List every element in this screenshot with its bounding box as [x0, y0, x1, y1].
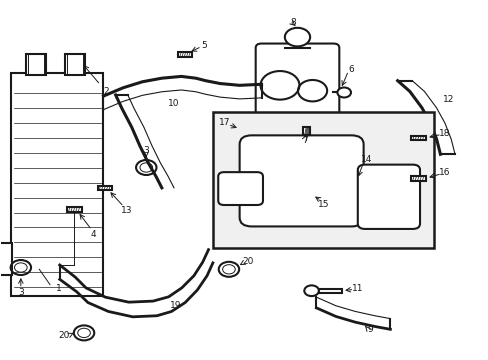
Bar: [64, 54, 85, 75]
FancyBboxPatch shape: [218, 172, 263, 205]
Text: 2: 2: [84, 66, 108, 96]
FancyBboxPatch shape: [357, 165, 419, 229]
Text: 15: 15: [317, 200, 328, 209]
Text: 8: 8: [290, 18, 295, 27]
Bar: [98, 185, 112, 190]
Bar: [212, 112, 433, 248]
Text: 4: 4: [91, 230, 97, 239]
Text: 12: 12: [442, 95, 453, 104]
Text: 14: 14: [361, 155, 372, 164]
Text: 9: 9: [366, 325, 372, 334]
Bar: [410, 135, 425, 140]
Text: 1: 1: [56, 284, 61, 293]
Bar: [410, 176, 425, 180]
Text: 18: 18: [438, 129, 449, 138]
Bar: [178, 52, 192, 57]
Bar: [26, 54, 46, 75]
Text: 19: 19: [169, 301, 181, 310]
Text: 11: 11: [351, 284, 362, 293]
FancyBboxPatch shape: [239, 135, 363, 226]
Bar: [318, 289, 342, 293]
Text: 5: 5: [202, 41, 207, 50]
Bar: [11, 73, 103, 296]
Text: 10: 10: [168, 99, 180, 108]
FancyBboxPatch shape: [255, 44, 339, 129]
Circle shape: [285, 28, 309, 46]
Text: 3: 3: [18, 288, 23, 297]
Text: 16: 16: [438, 168, 449, 177]
Circle shape: [337, 87, 350, 98]
Circle shape: [304, 285, 318, 296]
Text: 20: 20: [58, 331, 69, 340]
Text: 3: 3: [143, 146, 149, 155]
Bar: [0, 243, 12, 275]
Text: 7: 7: [302, 136, 307, 145]
Text: 20: 20: [242, 257, 254, 266]
Text: 13: 13: [121, 206, 132, 215]
Text: 6: 6: [348, 65, 354, 74]
Bar: [303, 127, 309, 135]
Text: 17: 17: [219, 118, 230, 127]
Bar: [67, 207, 81, 212]
